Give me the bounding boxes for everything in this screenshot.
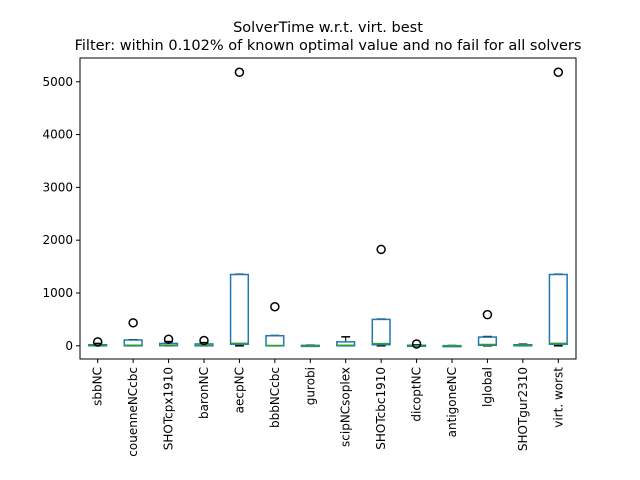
x-tick-label: virt. worst bbox=[551, 367, 565, 428]
box bbox=[548, 273, 568, 345]
x-tick-label: SHOTcpx1910 bbox=[162, 367, 176, 450]
outlier-point bbox=[270, 301, 280, 312]
box bbox=[371, 318, 391, 346]
x-tick-label: lglobal bbox=[480, 367, 494, 407]
x-tick-label: baronNC bbox=[197, 367, 211, 419]
x-tick-label: gurobi bbox=[303, 367, 317, 405]
outlier-point bbox=[482, 309, 493, 320]
y-tick-label: 2000 bbox=[42, 233, 73, 247]
x-tick-label: bbbNCcbc bbox=[268, 367, 282, 428]
y-tick-label: 3000 bbox=[42, 180, 73, 194]
chart-subtitle: Filter: within 0.102% of known optimal v… bbox=[75, 38, 582, 54]
outlier-point bbox=[376, 244, 386, 255]
outlier-point bbox=[199, 335, 209, 346]
outlier-point bbox=[234, 67, 245, 78]
outlier-point bbox=[553, 67, 564, 78]
outlier-point bbox=[163, 334, 174, 344]
x-tick-label: aecpNC bbox=[232, 367, 246, 413]
x-tick-label: scipNCsoplex bbox=[339, 367, 353, 447]
y-tick-label: 1000 bbox=[42, 286, 73, 300]
chart-title: SolverTime w.r.t. virt. best bbox=[233, 20, 423, 36]
box bbox=[265, 335, 285, 347]
outlier-point bbox=[128, 318, 138, 328]
x-tick-label: SHOTgur2310 bbox=[516, 367, 530, 451]
plot-area: 0 1000 2000 3000 4000 5000 sbbNC couenneNCcbc SH… bbox=[42, 67, 568, 457]
axes-frame bbox=[79, 57, 577, 360]
box bbox=[477, 336, 498, 347]
outlier-point bbox=[92, 337, 103, 347]
x-tick-label: sbbNC bbox=[91, 367, 105, 406]
x-tick-label: couenneNCcbc bbox=[126, 367, 140, 457]
y-tick-label: 4000 bbox=[42, 128, 73, 142]
outlier-point bbox=[411, 339, 422, 349]
x-tick-label: antigoneNC bbox=[445, 367, 459, 437]
x-tick-label: SHOTcbc1910 bbox=[374, 367, 388, 450]
y-tick-label: 0 bbox=[65, 339, 73, 353]
y-tick-label: 5000 bbox=[42, 75, 73, 89]
x-tick-label: dicoptNC bbox=[410, 367, 424, 422]
box bbox=[229, 273, 250, 345]
